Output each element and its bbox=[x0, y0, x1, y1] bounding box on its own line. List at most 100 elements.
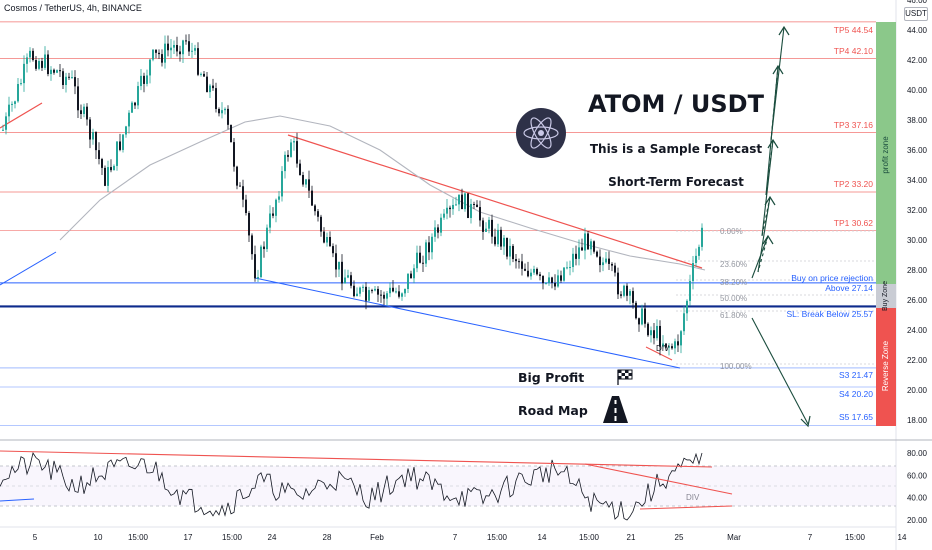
candle-body bbox=[662, 343, 664, 347]
price-tick-label: 28.00 bbox=[907, 266, 928, 275]
candle-body bbox=[491, 219, 493, 237]
candle-body bbox=[641, 308, 643, 325]
candle-body bbox=[212, 85, 214, 89]
candle-body bbox=[470, 203, 472, 218]
candle-body bbox=[149, 59, 151, 76]
candle-body bbox=[545, 282, 547, 284]
candle-body bbox=[614, 265, 616, 273]
candle-body bbox=[89, 119, 91, 140]
candle-body bbox=[344, 277, 346, 284]
candle-body bbox=[566, 267, 568, 269]
candle-body bbox=[314, 205, 316, 212]
candle-body bbox=[233, 142, 235, 167]
candle-body bbox=[548, 277, 550, 283]
price-tick-label: 32.00 bbox=[907, 206, 928, 215]
candle-body bbox=[539, 274, 541, 277]
candle-body bbox=[371, 290, 373, 292]
support-trendline bbox=[254, 277, 681, 369]
candle-body bbox=[638, 318, 640, 325]
forecast-subtitle: This is a Sample Forecast bbox=[590, 142, 763, 156]
time-tick-label: 5 bbox=[33, 533, 38, 542]
forecast-segment bbox=[770, 26, 785, 141]
candle-body bbox=[620, 294, 622, 296]
candlestick-series bbox=[2, 34, 703, 356]
candle-body bbox=[485, 228, 487, 232]
candle-body bbox=[146, 75, 148, 84]
buy-label-1: Buy on price rejection bbox=[791, 273, 873, 283]
chart-title: ATOM / USDT bbox=[588, 90, 765, 118]
time-tick-label: 21 bbox=[627, 533, 636, 542]
candle-body bbox=[413, 268, 415, 279]
candle-body bbox=[164, 43, 166, 63]
buy-label-2: Above 27.14 bbox=[825, 283, 873, 293]
candle-body bbox=[218, 108, 220, 114]
s5-label: S5 17.65 bbox=[839, 412, 873, 422]
candle-body bbox=[353, 285, 355, 297]
candle-body bbox=[560, 275, 562, 281]
time-tick-label: 7 bbox=[453, 533, 458, 542]
candle-body bbox=[62, 71, 64, 86]
candle-body bbox=[683, 313, 685, 332]
candle-body bbox=[383, 294, 385, 299]
time-tick-label: 15:00 bbox=[487, 533, 508, 542]
forecast-segment bbox=[757, 235, 769, 273]
candle-body bbox=[221, 110, 223, 114]
candle-body bbox=[152, 49, 154, 60]
currency-badge[interactable]: USDT bbox=[904, 7, 928, 21]
candle-body bbox=[689, 281, 691, 301]
candle-body bbox=[14, 101, 16, 104]
candle-body bbox=[527, 270, 529, 277]
candle-body bbox=[686, 300, 688, 314]
candle-body bbox=[230, 124, 232, 143]
candle-body bbox=[296, 141, 298, 164]
candle-body bbox=[137, 86, 139, 106]
candle-body bbox=[302, 175, 304, 185]
candle-body bbox=[386, 293, 388, 299]
candle-body bbox=[134, 102, 136, 106]
candle-body bbox=[680, 331, 682, 346]
forecast-arrowhead bbox=[764, 195, 776, 206]
candle-body bbox=[416, 252, 418, 269]
candle-body bbox=[356, 293, 358, 297]
fib-100-label: 100.00% bbox=[720, 362, 752, 371]
forecast-segment bbox=[761, 139, 774, 237]
candle-body bbox=[692, 262, 694, 282]
candle-body bbox=[227, 108, 229, 125]
forecast-arrowhead bbox=[767, 138, 779, 149]
price-tick-label: 24.00 bbox=[907, 326, 928, 335]
fib-618-label: 61.80% bbox=[720, 311, 747, 320]
candle-body bbox=[113, 165, 115, 171]
candle-body bbox=[335, 253, 337, 270]
candle-body bbox=[320, 216, 322, 232]
candle-body bbox=[317, 211, 319, 217]
time-tick-label: 17 bbox=[184, 533, 193, 542]
candle-body bbox=[80, 110, 82, 115]
candle-body bbox=[629, 291, 631, 296]
time-tick-label: 28 bbox=[323, 533, 332, 542]
candle-body bbox=[515, 259, 517, 262]
candle-body bbox=[341, 261, 343, 284]
tp3-label: TP3 37.16 bbox=[834, 120, 873, 130]
candle-body bbox=[278, 196, 280, 200]
candle-body bbox=[530, 272, 532, 277]
price-tick-label: 26.00 bbox=[907, 296, 928, 305]
candle-body bbox=[167, 43, 169, 51]
candle-body bbox=[497, 229, 499, 245]
forecast-segment bbox=[761, 196, 771, 237]
candle-body bbox=[443, 213, 445, 218]
candle-body bbox=[509, 245, 511, 257]
time-tick-label: 14 bbox=[898, 533, 907, 542]
candle-body bbox=[632, 291, 634, 303]
candle-body bbox=[635, 302, 637, 319]
candle-body bbox=[122, 134, 124, 150]
candle-body bbox=[350, 275, 352, 286]
symbol-header: Cosmos / TetherUS, 4h, BINANCE bbox=[4, 3, 142, 13]
candle-body bbox=[668, 346, 670, 348]
candle-body bbox=[590, 241, 592, 250]
candle-body bbox=[224, 108, 226, 111]
candle-body bbox=[203, 73, 205, 77]
candle-body bbox=[398, 291, 400, 297]
candle-body bbox=[269, 213, 271, 228]
rsi-indicator bbox=[0, 450, 733, 521]
